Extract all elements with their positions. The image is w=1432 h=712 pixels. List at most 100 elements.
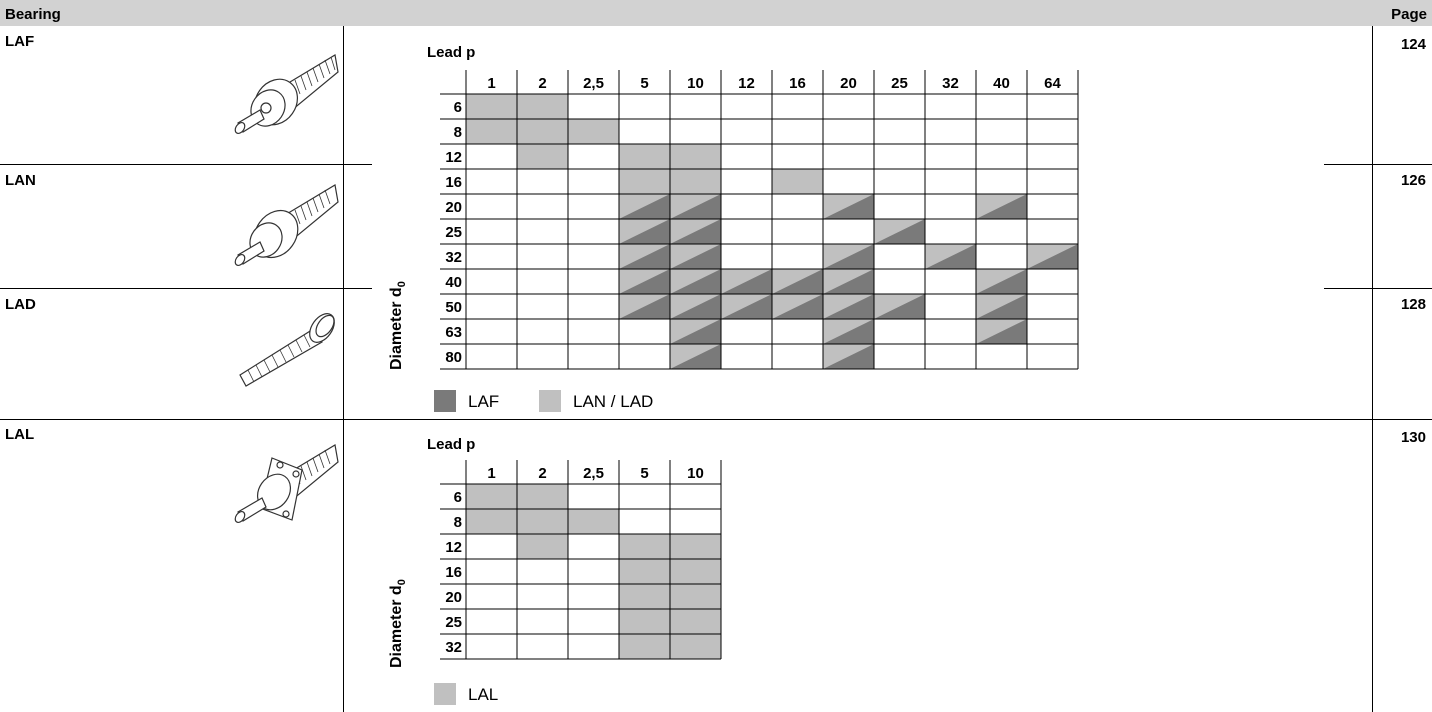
lad-bearing-illustration xyxy=(239,313,335,387)
page-number-lan: 126 xyxy=(1400,172,1426,189)
table1-cell xyxy=(823,319,874,344)
table1-diameter-label: 6 xyxy=(454,99,462,116)
table1-diameter-label: 40 xyxy=(445,274,462,291)
table1-lead-label: 10 xyxy=(687,75,704,92)
table2-cell xyxy=(619,534,670,559)
table1-cell xyxy=(670,344,721,369)
table1-grid: 1 2 2,5 5 10 12 16 20 25 32 40 64681216202532405063… xyxy=(440,70,1079,370)
table1-lead-label: 2,5 xyxy=(583,75,604,92)
table1-cell xyxy=(823,269,874,294)
table1-cell xyxy=(976,319,1027,344)
page-number-lal: 130 xyxy=(1400,429,1426,446)
table1-lead-label: 32 xyxy=(942,75,959,92)
table2-cell xyxy=(619,634,670,659)
table1-lead-label: 1 xyxy=(487,75,495,92)
table1-lead-label: 16 xyxy=(789,75,806,92)
table1-cell xyxy=(670,319,721,344)
table1-cell xyxy=(670,219,721,244)
table1-cell xyxy=(874,219,925,244)
table2-cell xyxy=(670,584,721,609)
table2-diameter-label: 16 xyxy=(445,564,462,581)
table1-cell xyxy=(670,169,721,194)
table2-diameter-label: 12 xyxy=(445,539,462,556)
bearing-label-lal: LAL xyxy=(5,426,35,443)
table1-lead-label: 64 xyxy=(1044,75,1061,92)
table1-cell xyxy=(670,294,721,319)
table1-lead-label: 12 xyxy=(738,75,755,92)
table1-cell xyxy=(517,94,568,119)
legend-lal-label: LAL xyxy=(468,685,499,704)
table1-cell xyxy=(619,269,670,294)
table1-cell xyxy=(823,194,874,219)
table1-lead-title: Lead p xyxy=(427,44,476,61)
table2-lead-label: 2 xyxy=(538,465,546,482)
page-number-laf: 124 xyxy=(1400,36,1426,53)
table2-lead-label: 2,5 xyxy=(583,465,604,482)
table1-lead-label: 25 xyxy=(891,75,908,92)
table1-cell xyxy=(619,219,670,244)
table2-diameter-label: 32 xyxy=(445,639,462,656)
legend-laf-swatch xyxy=(434,390,456,412)
header-bar: Bearing Page xyxy=(0,0,1432,26)
table1-diameter-axis: Diameter d0 xyxy=(388,281,409,370)
table1-diameter-label: 80 xyxy=(445,349,462,366)
table2-lead-label: 1 xyxy=(487,465,495,482)
column-rule-right xyxy=(1372,26,1373,712)
table1-diameter-label: 50 xyxy=(445,299,462,316)
table2-diameter-label: 25 xyxy=(445,614,462,631)
table1-diameter-label: 16 xyxy=(445,174,462,191)
table1-diameter-label: 8 xyxy=(454,124,462,141)
table1-diameter-label: 63 xyxy=(445,324,462,341)
page-number-lad: 128 xyxy=(1400,296,1426,313)
row-separator xyxy=(0,288,372,289)
table1-cell xyxy=(670,194,721,219)
table1-diameter-label: 12 xyxy=(445,149,462,166)
table2-diameter-label: 6 xyxy=(454,489,462,506)
table1-lead-label: 40 xyxy=(993,75,1010,92)
table1-cell xyxy=(874,294,925,319)
table2-cell xyxy=(517,509,568,534)
table1-cell xyxy=(619,294,670,319)
laf-bearing-illustration xyxy=(234,54,339,135)
table1-cell xyxy=(772,269,823,294)
bearing-label-lan: LAN xyxy=(5,172,36,189)
bearing-label-laf: LAF xyxy=(5,33,35,50)
table1-cell xyxy=(466,94,517,119)
table1-cell xyxy=(619,169,670,194)
table2-diameter-label: 8 xyxy=(454,514,462,531)
table2-cell xyxy=(670,634,721,659)
table1-cell xyxy=(925,244,976,269)
table1-cell xyxy=(466,119,517,144)
table1-diameter-label: 32 xyxy=(445,249,462,266)
table1-cell xyxy=(517,119,568,144)
lal-bearing-illustration xyxy=(234,444,339,524)
table2-lead-label: 10 xyxy=(687,465,704,482)
table1-cell xyxy=(976,269,1027,294)
table2-cell xyxy=(619,559,670,584)
table1-diameter-label: 25 xyxy=(445,224,462,241)
table1-cell xyxy=(517,144,568,169)
lan-bearing-illustration xyxy=(234,184,339,267)
table1-cell xyxy=(670,269,721,294)
table1-cell xyxy=(619,194,670,219)
table1-cell xyxy=(823,344,874,369)
table1-cell xyxy=(721,269,772,294)
table2-lead-label: 5 xyxy=(640,465,648,482)
table1-cell xyxy=(976,294,1027,319)
legend-lan-lad-swatch xyxy=(539,390,561,412)
table2-cell xyxy=(619,584,670,609)
row-separator xyxy=(0,419,1432,420)
table2-cell xyxy=(466,484,517,509)
table1-cell xyxy=(721,294,772,319)
table1-cell xyxy=(670,144,721,169)
table1-cell xyxy=(823,244,874,269)
bearing-label-lad: LAD xyxy=(5,296,36,313)
header-bearing: Bearing xyxy=(5,6,61,23)
legend-laf-label: LAF xyxy=(468,392,500,411)
table1-cell xyxy=(772,294,823,319)
table1-cell xyxy=(670,244,721,269)
table1-cell xyxy=(976,194,1027,219)
table2-diameter-axis: Diameter d0 xyxy=(388,579,409,668)
table1-cell xyxy=(772,169,823,194)
